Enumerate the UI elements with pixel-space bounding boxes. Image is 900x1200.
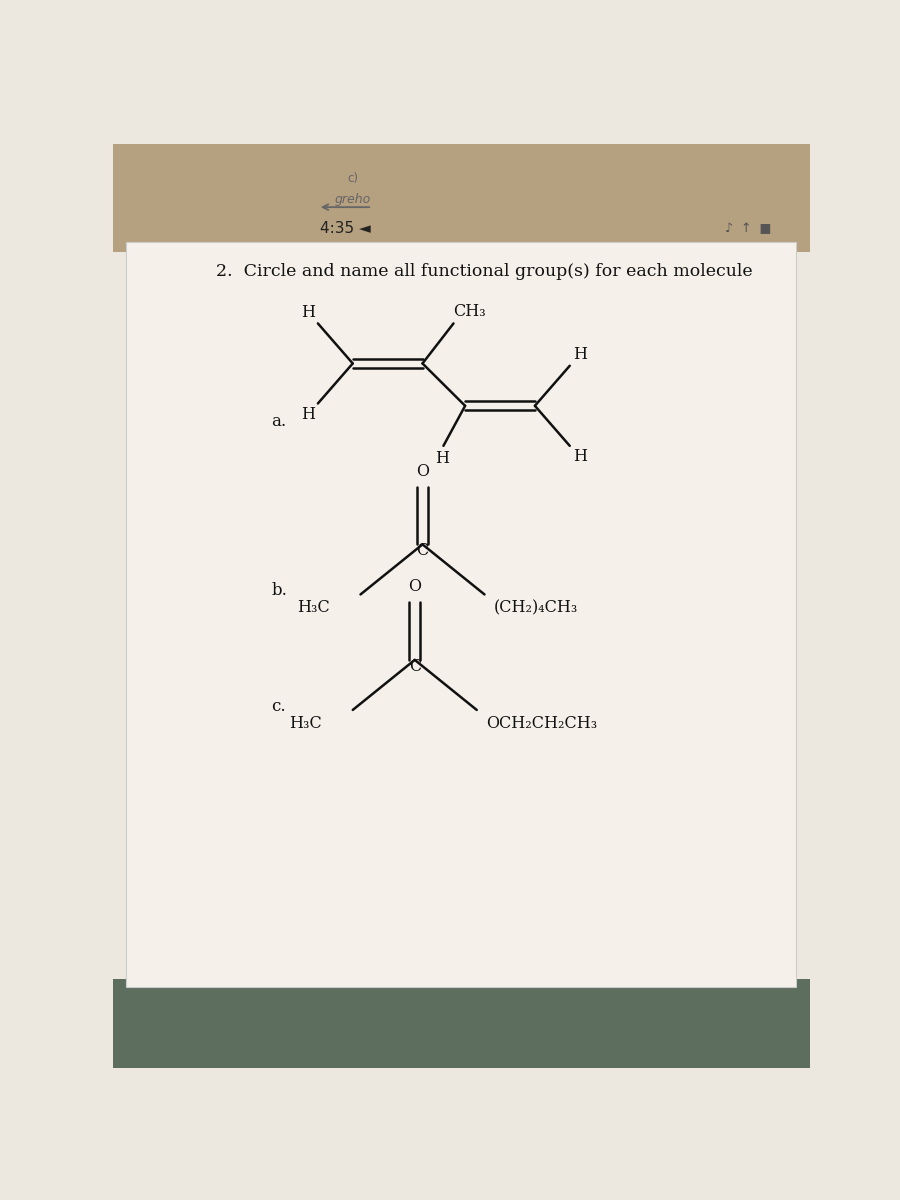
Bar	[112, 144, 810, 252]
Text: O: O	[409, 578, 421, 595]
Text: 4:35 ◄: 4:35 ◄	[320, 221, 371, 236]
Text: CH₃: CH₃	[453, 302, 485, 319]
Text: b.: b.	[272, 582, 287, 599]
Text: OCH₂CH₂CH₃: OCH₂CH₂CH₃	[486, 714, 598, 732]
Text: a.: a.	[272, 413, 286, 430]
Text: H: H	[572, 347, 587, 364]
Text: O: O	[416, 463, 429, 480]
Text: H: H	[302, 406, 316, 422]
Text: H: H	[435, 450, 449, 467]
Text: C: C	[409, 658, 421, 674]
Text: H: H	[302, 304, 316, 322]
Text: H₃C: H₃C	[297, 599, 329, 616]
Bar	[126, 241, 796, 988]
Text: (CH₂)₄CH₃: (CH₂)₄CH₃	[494, 599, 578, 616]
Text: c.: c.	[272, 697, 286, 714]
Text: c): c)	[347, 172, 358, 185]
Text: ♪  ↑  ■: ♪ ↑ ■	[724, 222, 771, 235]
Text: 2.  Circle and name all functional group(s) for each molecule: 2. Circle and name all functional group(…	[216, 263, 752, 280]
Text: greho: greho	[335, 193, 371, 206]
Bar	[112, 979, 810, 1068]
Text: H: H	[572, 448, 587, 466]
Text: H₃C: H₃C	[289, 714, 322, 732]
Text: C: C	[417, 542, 428, 559]
